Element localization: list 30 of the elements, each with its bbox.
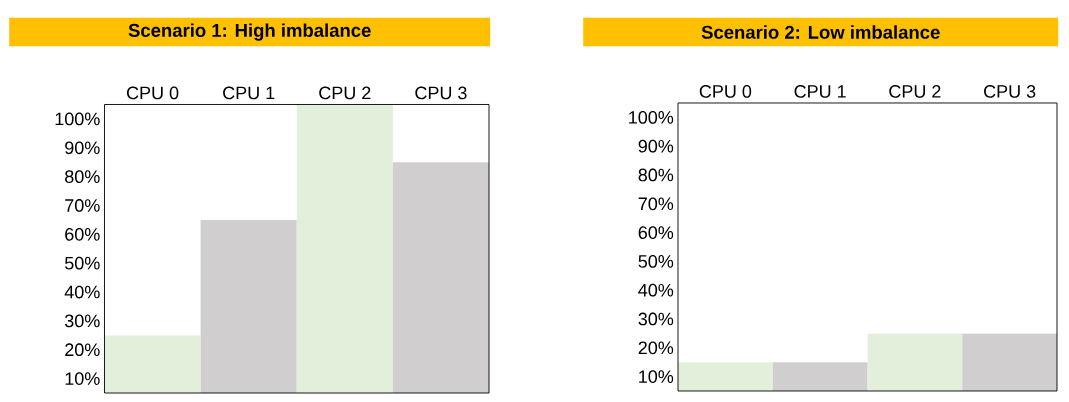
y-tick-label: 60% — [65, 227, 100, 241]
y-tick-label: 20% — [638, 341, 674, 355]
y-tick-label: 40% — [64, 285, 100, 299]
x-tick-label: CPU 3 — [415, 86, 467, 100]
y-tick-label: 20% — [65, 343, 100, 357]
y-tick-label: 100% — [55, 112, 100, 126]
chart-title: Scenario 1: High imbalance — [128, 23, 371, 41]
y-tick-label: 40% — [638, 283, 674, 297]
y-tick-label: 30% — [64, 314, 100, 328]
y-tick-label: 80% — [638, 168, 674, 182]
y-tick-label: 10% — [65, 372, 100, 385]
y-tick-label: 70% — [65, 199, 100, 212]
y-tick-label: 80% — [65, 170, 100, 183]
x-tick-label: CPU 1 — [223, 86, 275, 100]
y-tick-label: 10% — [639, 370, 674, 383]
x-tick-label: CPU 2 — [319, 86, 371, 100]
x-tick-label: CPU 0 — [699, 85, 752, 98]
x-tick-label: CPU 3 — [984, 85, 1036, 98]
y-tick-label: 60% — [638, 226, 674, 239]
x-tick-label: CPU 2 — [889, 85, 941, 98]
y-tick-label: 50% — [64, 256, 100, 270]
chart-title: Scenario 2: Low imbalance — [701, 25, 940, 39]
y-tick-label: 100% — [629, 111, 674, 124]
x-tick-label: CPU 0 — [126, 86, 179, 100]
y-tick-label: 50% — [638, 255, 674, 268]
y-tick-label: 70% — [638, 197, 674, 211]
y-tick-label: 90% — [638, 139, 674, 153]
y-tick-label: 30% — [638, 312, 674, 326]
x-tick-label: CPU 1 — [794, 85, 846, 98]
y-tick-label: 90% — [65, 141, 100, 155]
